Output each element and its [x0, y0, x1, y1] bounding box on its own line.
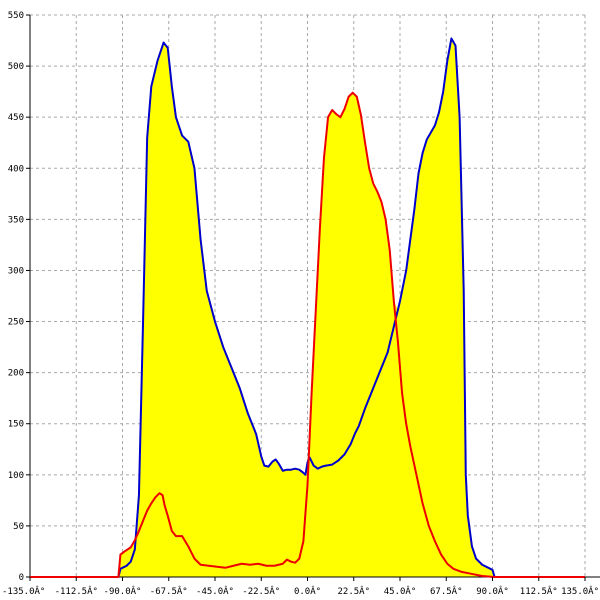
y-tick-label: 300 [8, 266, 24, 276]
series-line-red [30, 91, 585, 578]
y-tick-label: 150 [8, 420, 24, 430]
y-tick-label: 0 [19, 573, 24, 583]
y-tick-label: 250 [8, 318, 24, 328]
y-tick-labels: 0 50 100 150 200 250 300 350 400 450 500 550 [8, 11, 30, 583]
x-tick-label: 45.0Â° [384, 585, 417, 597]
x-tick-label: -22.5Â° [242, 585, 280, 597]
y-tick-label: 400 [8, 164, 24, 174]
y-tick-label: 450 [8, 113, 24, 123]
y-tick-label: 550 [8, 11, 24, 21]
x-tick-label: -67.5Â° [150, 585, 188, 597]
x-tick-label: -45.0Â° [196, 585, 234, 597]
x-tick-label: 90.0Â° [476, 585, 509, 597]
y-tick-label: 50 [13, 522, 24, 532]
y-tick-label: 500 [8, 62, 24, 72]
x-tick-label: 135.0Â° [561, 585, 599, 597]
y-tick-label: 100 [8, 471, 24, 481]
filled-area [118, 38, 495, 577]
x-tick-label: 112.5Â° [520, 585, 558, 597]
x-tick-label: -90.0Â° [104, 585, 142, 597]
y-tick-label: 350 [8, 215, 24, 225]
x-tick-label: -135.0Â° [2, 585, 45, 597]
x-tick-label: 0.0Â° [294, 585, 321, 597]
series-lines [30, 37, 585, 578]
x-tick-label: 67.5Â° [430, 585, 463, 597]
area-fill [118, 38, 495, 577]
x-tick-label: 22.5Â° [337, 585, 370, 597]
y-tick-label: 200 [8, 369, 24, 379]
x-tick-label: -112.5Â° [55, 585, 98, 597]
x-tick-labels: -135.0Â° -112.5Â° -90.0Â° -67.5Â° -45.0Â° -22… [2, 577, 599, 597]
